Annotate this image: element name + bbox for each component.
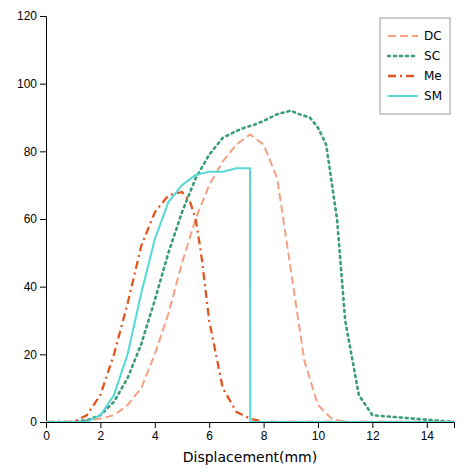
- legend: DC SC Me SM: [380, 18, 450, 114]
- x-tick-label: 4: [152, 429, 159, 443]
- x-tick: 2: [98, 422, 105, 443]
- y-tick-mark: [40, 16, 46, 17]
- legend-label: SM: [424, 89, 442, 103]
- legend-label: SC: [424, 49, 440, 63]
- legend-label: DC: [424, 29, 442, 43]
- y-tick: 100: [17, 77, 46, 91]
- x-tick: 4: [152, 422, 159, 443]
- x-tick-mark: [155, 422, 156, 428]
- x-axis-title: Displacement(mm): [183, 449, 317, 465]
- x-axis-line: [47, 423, 455, 429]
- series-line: [46, 168, 454, 422]
- chart: 0 2 4 6 8 10 12 14 0 20 40 60 80 100 120 DC SC Me SM Displa…: [0, 0, 474, 474]
- x-tick: 12: [366, 422, 380, 443]
- y-tick-mark: [40, 151, 46, 152]
- x-tick: 14: [421, 422, 435, 443]
- x-tick: 6: [206, 422, 213, 443]
- legend-frame: [380, 18, 450, 114]
- y-tick-label: 60: [24, 212, 38, 226]
- x-tick-label: 8: [261, 429, 268, 443]
- x-tick-label: 2: [98, 429, 105, 443]
- x-tick: 0: [43, 422, 50, 443]
- x-tick-label: 14: [421, 429, 435, 443]
- y-tick-label: 40: [24, 280, 38, 294]
- y-tick-label: 0: [30, 415, 37, 429]
- y-axis: 0 20 40 60 80 100 120: [17, 9, 47, 429]
- y-tick: 60: [24, 212, 46, 226]
- y-tick-mark: [40, 354, 46, 355]
- x-tick-label: 0: [43, 429, 50, 443]
- y-tick: 120: [17, 9, 46, 23]
- y-tick-label: 80: [24, 145, 38, 159]
- x-tick-mark: [372, 422, 373, 428]
- plot: 0 2 4 6 8 10 12 14 0 20 40 60 80 100 120 DC SC Me SM: [17, 9, 455, 442]
- legend-label: Me: [424, 69, 442, 83]
- x-tick-mark: [209, 422, 210, 428]
- series-line: [46, 134, 454, 422]
- x-tick-mark: [427, 422, 428, 428]
- legend-swatch: [388, 55, 418, 58]
- y-tick-mark: [40, 84, 46, 85]
- y-tick: 20: [24, 348, 46, 362]
- legend-swatch: [388, 35, 418, 37]
- legend-swatch: [388, 75, 418, 77]
- y-tick: 0: [30, 415, 46, 429]
- x-tick-label: 6: [206, 429, 213, 443]
- lines: [46, 111, 454, 422]
- series-line: [46, 111, 454, 422]
- y-tick-label: 120: [17, 9, 37, 23]
- y-tick: 80: [24, 145, 46, 159]
- x-axis: 0 2 4 6 8 10 12 14: [43, 422, 454, 443]
- x-tick: 8: [261, 422, 268, 443]
- y-tick-mark: [40, 219, 46, 220]
- x-tick-label: 12: [366, 429, 380, 443]
- x-tick-label: 10: [312, 429, 326, 443]
- y-tick-label: 100: [17, 77, 37, 91]
- x-tick-mark: [264, 422, 265, 428]
- y-tick-label: 20: [24, 348, 38, 362]
- x-tick-mark: [318, 422, 319, 428]
- x-tick: 10: [312, 422, 326, 443]
- y-tick-mark: [40, 422, 46, 423]
- y-tick-mark: [40, 287, 46, 288]
- y-axis-line: [40, 17, 47, 423]
- x-tick-mark: [100, 422, 101, 428]
- y-tick: 40: [24, 280, 46, 294]
- legend-swatch: [388, 95, 418, 97]
